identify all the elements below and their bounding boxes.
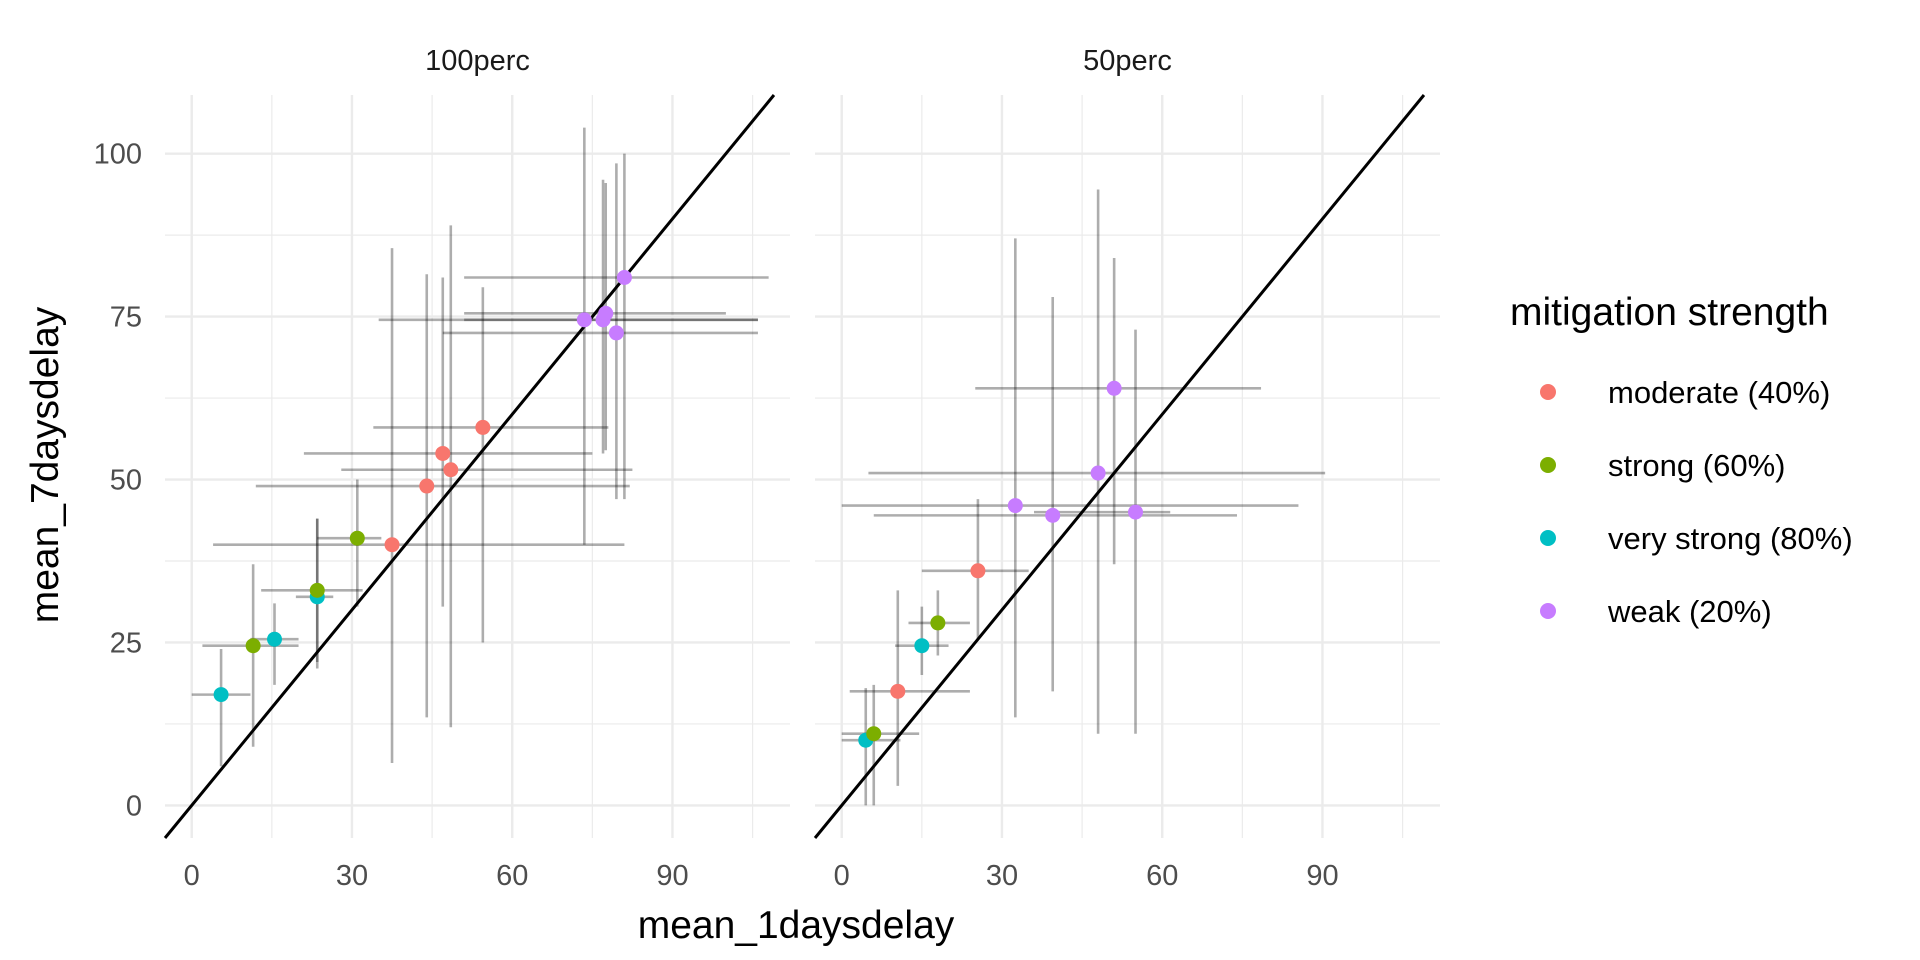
y-axis-title: mean_7daysdelay (24, 306, 67, 623)
data-point (419, 478, 435, 494)
legend: mitigation strength moderate (40%) strong… (1510, 291, 1853, 629)
data-point (1090, 465, 1106, 481)
legend-key (1540, 603, 1556, 619)
y-tick-labels: 0 25 50 75 100 (94, 139, 142, 823)
panel-strip-label: 50perc (1083, 45, 1172, 77)
legend-key (1540, 384, 1556, 400)
data-point (443, 462, 459, 478)
x-tick-label: 30 (986, 860, 1018, 892)
panel-strip-label: 100perc (425, 45, 530, 77)
data-point (1045, 507, 1061, 523)
panel-grid (815, 95, 1440, 838)
data-point (616, 269, 632, 285)
y-tick-label: 100 (94, 139, 142, 171)
data-points (213, 269, 632, 703)
y-tick-label: 0 (126, 790, 142, 822)
x-tick-labels: 0 30 60 90 (834, 860, 1339, 892)
data-point (245, 638, 261, 654)
data-points (858, 380, 1144, 748)
panel-100perc: 100perc 0 30 60 90 0 25 50 75 100 (94, 45, 790, 892)
error-bars (841, 189, 1326, 806)
legend-label: moderate (40%) (1608, 375, 1830, 410)
legend-label: very strong (80%) (1608, 521, 1853, 556)
error-bars (191, 127, 769, 767)
legend-key (1540, 457, 1556, 473)
data-point (435, 445, 451, 461)
legend-key (1540, 530, 1556, 546)
data-point (576, 312, 592, 328)
x-tick-label: 90 (656, 860, 688, 892)
x-tick-label: 90 (1306, 860, 1338, 892)
x-tick-label: 60 (496, 860, 528, 892)
data-point (267, 631, 283, 647)
data-point (1106, 380, 1122, 396)
data-point (930, 615, 946, 631)
x-tick-label: 30 (336, 860, 368, 892)
x-tick-label: 60 (1146, 860, 1178, 892)
data-point (914, 638, 930, 654)
data-point (608, 325, 624, 341)
data-point (598, 305, 614, 321)
y-tick-label: 25 (110, 627, 142, 659)
data-point (1128, 504, 1144, 520)
x-axis-title: mean_1daysdelay (638, 904, 955, 947)
y-tick-label: 75 (110, 302, 142, 334)
data-point (890, 683, 906, 699)
data-point (866, 726, 882, 742)
data-point (475, 419, 491, 435)
panel-grid (165, 95, 790, 838)
legend-entries: moderate (40%) strong (60%) very strong (8… (1540, 375, 1853, 629)
data-point (1007, 498, 1023, 514)
y-tick-label: 50 (110, 465, 142, 497)
legend-title: mitigation strength (1510, 291, 1829, 334)
data-point (970, 563, 986, 579)
x-tick-label: 0 (834, 860, 850, 892)
legend-label: strong (60%) (1608, 448, 1785, 483)
legend-label: weak (20%) (1607, 594, 1772, 629)
x-tick-label: 0 (184, 860, 200, 892)
identity-line (163, 94, 776, 839)
identity-line (813, 94, 1426, 839)
x-tick-labels: 0 30 60 90 (184, 860, 689, 892)
panel-50perc: 50perc 0 30 60 90 (813, 45, 1440, 892)
data-point (213, 687, 229, 703)
data-point (309, 582, 325, 598)
data-point (349, 530, 365, 546)
data-point (384, 537, 400, 553)
